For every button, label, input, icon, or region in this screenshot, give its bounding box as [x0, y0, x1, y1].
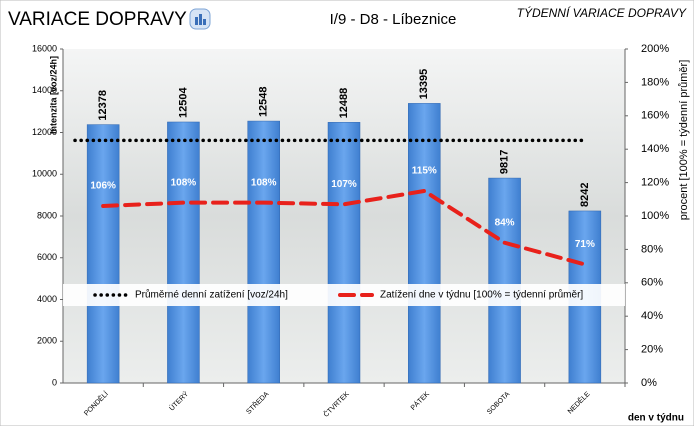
line-value-label: 106% — [90, 181, 116, 192]
bar — [408, 103, 440, 383]
y2-axis-label: procent [100% = týdenní průměr] — [678, 60, 690, 221]
y2-tick-label: 20% — [641, 344, 663, 356]
y-tick-label: 2000 — [37, 336, 57, 346]
line-value-label: 71% — [575, 239, 595, 250]
bar-value-label: 12488 — [338, 88, 350, 119]
legend-label: Zatížení dne v týdnu [100% = týdenní prů… — [380, 289, 583, 301]
chart: VARIACE DOPRAVY I/9 - D8 - Líbeznice TÝD… — [0, 0, 694, 426]
y-tick-label: 0 — [52, 377, 57, 387]
y2-tick-label: 0% — [641, 377, 657, 389]
bar-value-label: 13395 — [418, 69, 430, 100]
bar-value-label: 8242 — [579, 182, 591, 206]
y2-tick-label: 180% — [641, 76, 669, 88]
chart-title: VARIACE DOPRAVY — [8, 9, 187, 30]
bar — [167, 122, 199, 383]
y2-tick-label: 160% — [641, 110, 669, 122]
y2-tick-label: 100% — [641, 210, 669, 222]
bar-value-label: 12548 — [258, 86, 270, 117]
bar — [248, 121, 280, 383]
bar — [328, 122, 360, 383]
line-value-label: 108% — [171, 177, 197, 188]
line-value-label: 108% — [251, 177, 277, 188]
y-tick-label: 16000 — [32, 43, 57, 53]
legend: Průměrné denní zatížení [voz/24h] Zatížen… — [63, 284, 625, 306]
bar-value-label: 12378 — [97, 90, 109, 121]
x-axis-label: den v týdnu — [628, 413, 684, 424]
y2-tick-label: 40% — [641, 310, 663, 322]
title-icon — [190, 9, 210, 29]
y-tick-label: 4000 — [37, 294, 57, 304]
bar — [87, 125, 119, 383]
chart-subtitle: I/9 - D8 - Líbeznice — [330, 11, 457, 28]
y2-tick-label: 80% — [641, 243, 663, 255]
bar — [489, 178, 521, 383]
legend-label: Průměrné denní zatížení [voz/24h] — [135, 289, 288, 301]
y2-tick-label: 140% — [641, 143, 669, 155]
bar-value-label: 9817 — [498, 150, 510, 174]
line-value-label: 115% — [412, 166, 437, 177]
y-tick-label: 8000 — [37, 210, 57, 220]
y-tick-label: 14000 — [32, 85, 57, 95]
page: VARIACE DOPRAVY I/9 - D8 - Líbeznice TÝD… — [0, 0, 694, 426]
y2-tick-label: 120% — [641, 177, 669, 189]
y-tick-label: 12000 — [32, 127, 57, 137]
header-right: TÝDENNÍ VARIACE DOPRAVY — [517, 5, 687, 20]
line-value-label: 107% — [331, 179, 357, 190]
line-value-label: 84% — [495, 217, 515, 228]
y-tick-label: 10000 — [32, 169, 57, 179]
y2-tick-label: 60% — [641, 277, 663, 289]
bar-value-label: 12504 — [177, 87, 189, 118]
y2-tick-label: 200% — [641, 43, 669, 55]
y-tick-label: 6000 — [37, 252, 57, 262]
